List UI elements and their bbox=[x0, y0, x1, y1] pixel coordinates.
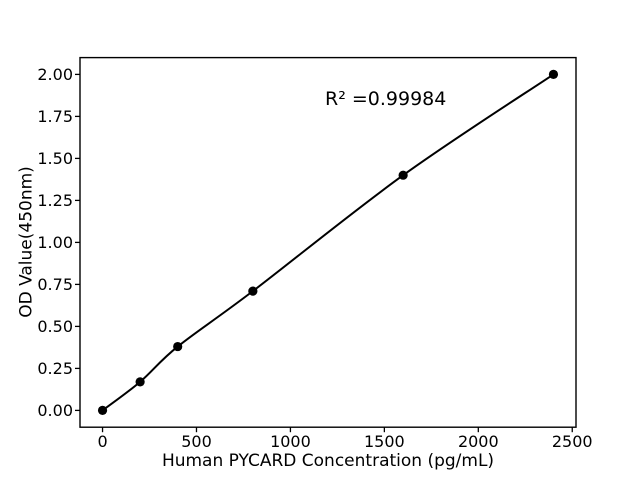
data-point-marker bbox=[398, 170, 408, 180]
x-tick-label: 0 bbox=[97, 432, 107, 451]
x-tick-label: 1500 bbox=[364, 432, 405, 451]
x-tick-label: 2000 bbox=[458, 432, 499, 451]
data-point-marker bbox=[97, 405, 108, 415]
y-tick-label: 0.50 bbox=[37, 317, 73, 336]
y-axis-label: OD Value(450nm) bbox=[16, 166, 37, 318]
y-tick-label: 1.25 bbox=[37, 191, 73, 210]
data-point-marker bbox=[135, 377, 145, 387]
x-axis-label: Human PYCARD Concentration (pg/mL) bbox=[161, 451, 495, 471]
y-tick-label: 1.75 bbox=[37, 107, 73, 126]
y-tick-label: 1.50 bbox=[37, 149, 73, 168]
data-point-marker bbox=[548, 69, 559, 79]
data-point-marker bbox=[173, 341, 183, 352]
x-tick-label: 2500 bbox=[552, 432, 593, 451]
y-tick-label: 0.25 bbox=[37, 359, 73, 378]
y-tick-label: 0.00 bbox=[37, 401, 73, 420]
x-tick-label: 1000 bbox=[270, 432, 311, 451]
x-tick-label: 500 bbox=[181, 432, 212, 451]
r-squared-annotation: R² =0.99984 bbox=[325, 88, 447, 110]
data-point-marker bbox=[248, 286, 258, 296]
y-tick-label: 0.75 bbox=[37, 275, 73, 294]
y-tick-label: 2.00 bbox=[37, 65, 73, 84]
y-tick-label: 1.00 bbox=[37, 233, 73, 252]
